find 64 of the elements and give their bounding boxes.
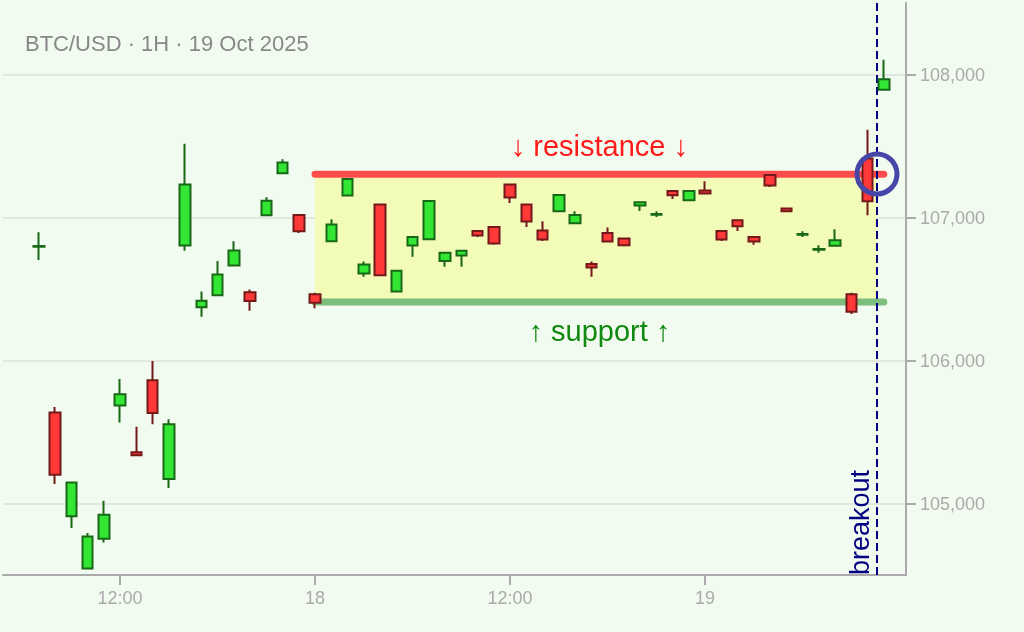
x-tick-label: 12:00 xyxy=(487,588,533,608)
candlestick xyxy=(601,226,614,243)
candlestick xyxy=(146,359,159,426)
annotation: ↑ support ↑ xyxy=(528,314,671,347)
candlestick xyxy=(422,199,436,241)
candlestick xyxy=(633,201,647,212)
candlestick xyxy=(650,210,663,218)
x-tick-label: 19 xyxy=(695,588,716,608)
candlestick xyxy=(260,196,273,217)
candlestick xyxy=(845,291,858,316)
candlestick xyxy=(178,142,192,252)
candlestick xyxy=(698,180,712,195)
candlestick xyxy=(276,158,289,175)
candlestick xyxy=(357,260,371,278)
candlestick xyxy=(308,291,322,310)
candlestick xyxy=(877,58,891,91)
y-tick-label: 107,000 xyxy=(920,207,986,228)
candlestick xyxy=(471,229,484,238)
candlestick xyxy=(666,190,679,200)
candlestick xyxy=(32,231,46,262)
candlestick xyxy=(48,406,62,486)
candlestick xyxy=(487,225,501,246)
annotation: ↓ resistance ↓ xyxy=(510,129,689,162)
y-tick-label: 108,000 xyxy=(920,64,986,85)
candlestick xyxy=(503,183,517,204)
candlestick xyxy=(828,228,842,247)
candlestick xyxy=(162,418,176,490)
candlestick xyxy=(97,499,111,544)
candlestick xyxy=(536,220,549,242)
candlestick xyxy=(325,218,338,243)
candlestick xyxy=(243,288,257,312)
x-tick-label: 12:00 xyxy=(97,588,143,608)
candlestick xyxy=(552,193,566,213)
candlestick xyxy=(373,203,387,277)
candlestick xyxy=(113,377,127,424)
candlestick xyxy=(227,240,241,267)
candlestick xyxy=(438,251,452,268)
candlestick xyxy=(763,174,777,189)
candlestick xyxy=(130,425,143,457)
candlestick xyxy=(341,178,354,197)
candlestick xyxy=(731,219,744,233)
y-tick-label: 106,000 xyxy=(920,350,986,371)
candlestick xyxy=(455,249,468,268)
candlestick xyxy=(195,290,208,318)
y-tick-label: 105,000 xyxy=(920,493,986,514)
x-tick-label: 18 xyxy=(305,588,326,608)
ref-line-label: breakout xyxy=(844,469,875,575)
candlestick xyxy=(617,237,631,247)
candlestick xyxy=(812,244,826,254)
candlestick xyxy=(292,213,306,234)
candlestick xyxy=(796,230,809,238)
candlestick xyxy=(520,203,533,228)
candlestick xyxy=(568,210,582,225)
candlestick xyxy=(780,206,793,213)
candlestick xyxy=(747,235,761,246)
candlestick xyxy=(715,229,728,242)
candlestick xyxy=(406,235,419,258)
candlestick xyxy=(585,260,598,278)
candlestick xyxy=(81,531,94,571)
candlestick xyxy=(390,269,403,293)
text: BTC/USD · 1H · 19 Oct 2025 xyxy=(25,30,309,56)
candlestick xyxy=(211,260,224,297)
candlestick xyxy=(682,190,696,202)
candlestick xyxy=(65,481,78,529)
